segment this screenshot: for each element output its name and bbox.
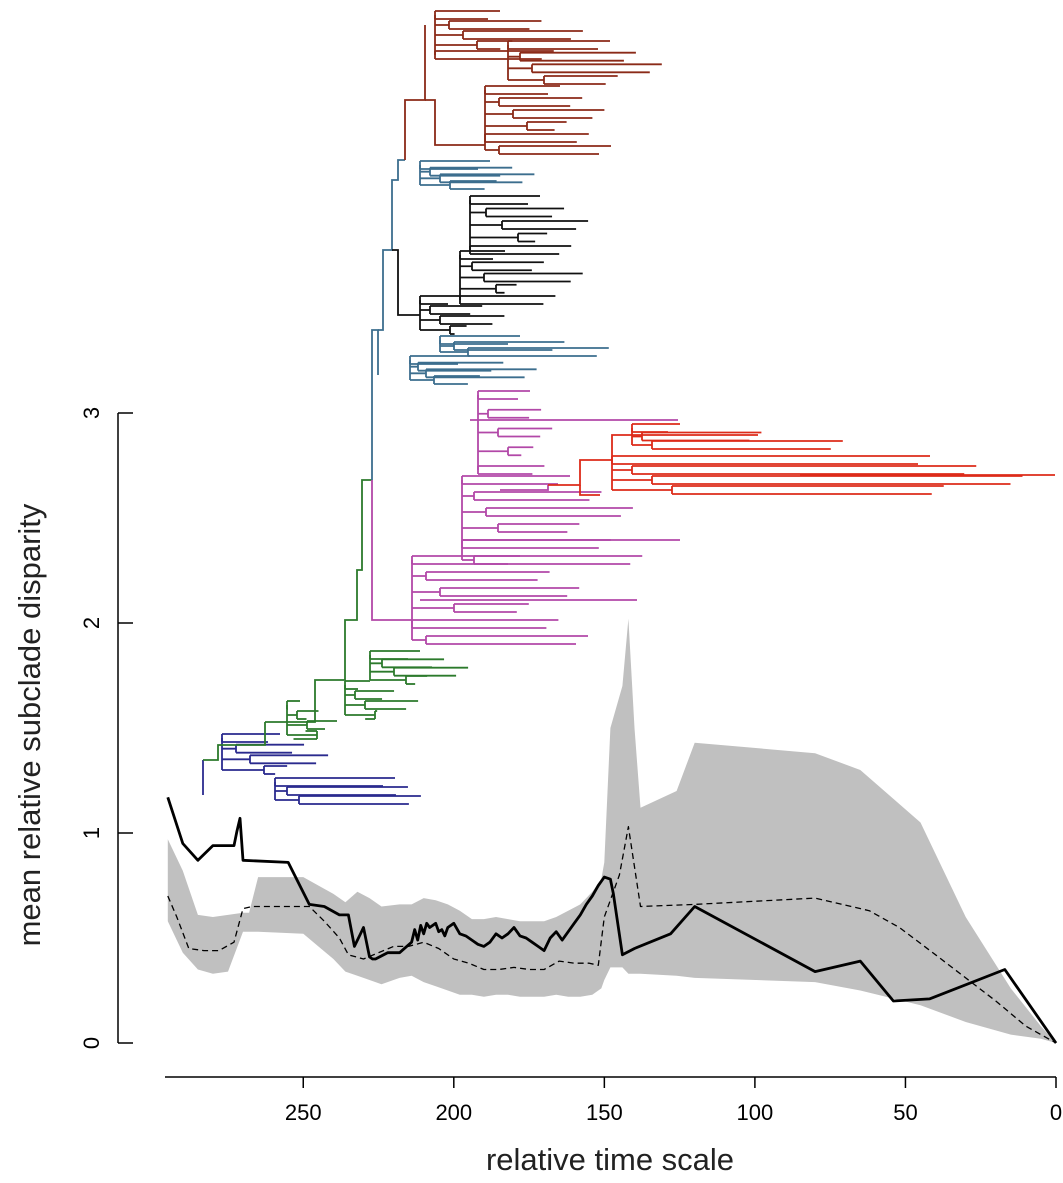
black-a-node (420, 306, 431, 314)
green-c-node (370, 667, 395, 676)
navy-lower-node (275, 787, 288, 795)
blue-a-node (410, 362, 419, 371)
black-b-node (460, 262, 473, 271)
x-tick-label: 100 (737, 1100, 774, 1125)
darkred-stem (404, 25, 426, 160)
blue-a-node (410, 376, 435, 384)
series-layer (166, 796, 1058, 1044)
y-tick-label: 3 (79, 407, 104, 419)
magenta-c-node (478, 447, 509, 456)
black-c-node (470, 208, 487, 217)
black-c-node (470, 233, 519, 242)
phylogenetic-tree (202, 10, 1055, 805)
navy-lower-node (275, 796, 300, 804)
black-b-node (460, 273, 485, 282)
green-a-node (287, 711, 298, 719)
navy-upper-node (222, 744, 237, 753)
y-axis-title: mean relative subclade disparity (12, 503, 47, 946)
green-b-node (345, 711, 376, 719)
red-b-node (612, 466, 633, 474)
blue-b-node (440, 348, 469, 356)
darkred-c-node (508, 64, 533, 73)
green-a-node (287, 731, 318, 739)
blue-stem (371, 329, 379, 480)
darkred-c-node (508, 52, 521, 61)
magenta-b-node (462, 492, 475, 500)
x-axis-title: relative time scale (486, 1142, 734, 1177)
magenta-c-node (478, 409, 489, 418)
simulated-range-band (167, 618, 1057, 1043)
magenta-stem (371, 480, 412, 621)
magenta-a-node (412, 572, 427, 580)
magenta-a-node (412, 604, 455, 612)
y-tick-label: 1 (79, 827, 104, 839)
blue-c-node (420, 167, 431, 176)
magenta-to-red (500, 485, 549, 491)
red-stem (548, 434, 758, 486)
axes (117, 413, 1056, 1078)
darkred-c-node (508, 76, 545, 84)
black-c-node (470, 221, 503, 229)
green-c-node (370, 659, 383, 668)
y-tick-label: 2 (79, 617, 104, 629)
red-a-node (632, 432, 643, 441)
magenta-b-node (462, 508, 487, 516)
blue-b-node (440, 342, 455, 350)
darkred-b-node (485, 110, 514, 118)
simulated-range-band-layer (167, 618, 1057, 1043)
magenta-a-node (412, 588, 441, 596)
red-short-tip (579, 485, 600, 496)
x-tick-label: 200 (435, 1100, 472, 1125)
red-a-node (632, 441, 653, 449)
black-a-node (420, 316, 441, 324)
magenta-a-node (412, 636, 427, 644)
green-stem (203, 722, 266, 761)
x-axis-ticks: 250 200 150 100 50 0 (285, 1077, 1062, 1125)
observed-disparity-line (166, 796, 1058, 1044)
darkred-b-node (485, 146, 500, 154)
navy-upper-node (222, 755, 251, 764)
red-b-node (612, 486, 673, 494)
x-tick-label: 50 (893, 1100, 917, 1125)
black-stem (392, 249, 420, 316)
green-b-node (345, 701, 366, 709)
blue-c-node (420, 181, 451, 189)
x-tick-label: 0 (1050, 1100, 1062, 1125)
y-tick-label: 0 (79, 1037, 104, 1049)
darkred-a-node (435, 21, 450, 29)
green-b-node (345, 691, 356, 699)
navy-upper-node (222, 766, 265, 774)
blue-c-node (420, 174, 441, 183)
magenta-b-node (462, 556, 475, 564)
darkred-link (425, 99, 485, 146)
x-tick-label: 150 (586, 1100, 623, 1125)
darkred-b-node (485, 98, 500, 106)
red-b-node (612, 476, 653, 484)
y-axis-ticks: 0 1 2 3 (79, 407, 133, 1049)
x-tick-label: 250 (285, 1100, 322, 1125)
black-b-node (460, 284, 497, 293)
green-a-node (287, 721, 308, 729)
median-simulated-line (167, 826, 1057, 1044)
darkred-b-node (485, 122, 528, 130)
magenta-b-node (462, 524, 499, 532)
magenta-c-node (478, 428, 499, 437)
blue-a-node (410, 369, 427, 378)
green-backbone (265, 479, 372, 723)
blue-backbone (378, 159, 405, 331)
darkred-a-node (435, 31, 464, 39)
darkred-a-node (435, 41, 478, 49)
green-c-node (370, 676, 407, 684)
black-a-node (420, 326, 451, 334)
